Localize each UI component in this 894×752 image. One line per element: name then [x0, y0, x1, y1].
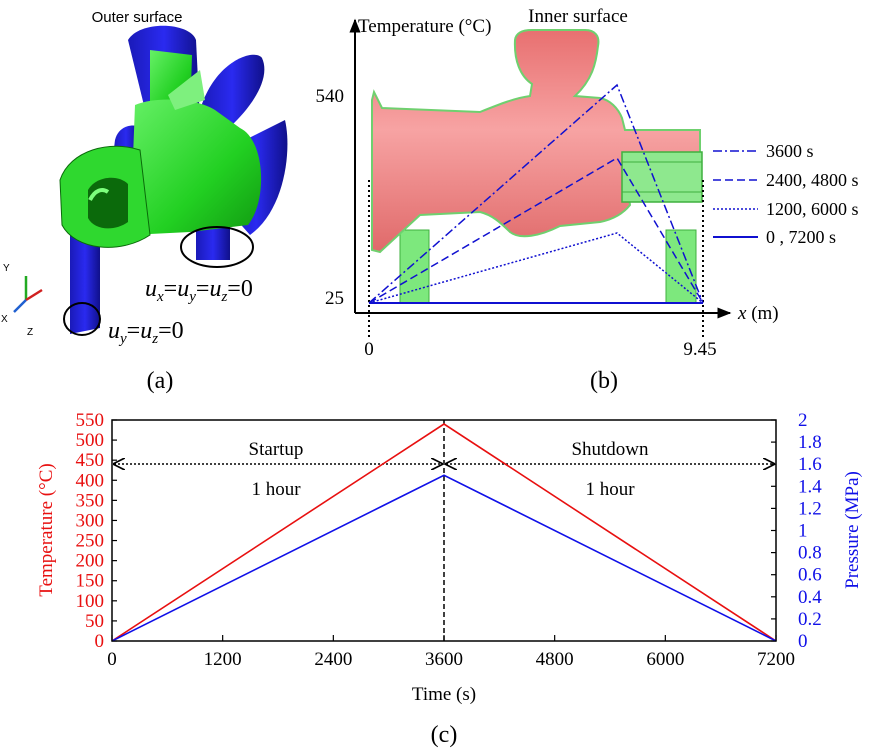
panel-a-title: Outer surface: [92, 9, 183, 26]
y-left-tick-label: 300: [76, 510, 105, 531]
panel-b-xtick-945: 9.45: [683, 339, 716, 360]
legend-1200-6000s: 1200, 6000 s: [766, 199, 859, 219]
x-tick-label: 1200: [204, 649, 242, 670]
pink-body: [371, 29, 701, 254]
y-right-tick-label: 0.4: [798, 587, 822, 608]
panel-b-title: Inner surface: [528, 6, 628, 27]
shutdown-duration: 1 hour: [585, 479, 635, 500]
panel-b-legend: 3600 s 2400, 4800 s 1200, 6000 s 0 , 720…: [713, 141, 859, 247]
support-circle-right: [180, 226, 254, 268]
y-left-tick-label: 100: [76, 591, 105, 612]
panel-b: Temperature (°C) Inner surface 540 25 0 …: [316, 6, 859, 394]
y-left-tick-label: 550: [76, 410, 105, 431]
triad-x-label: X: [1, 314, 8, 325]
y-left-tick-label: 0: [95, 631, 105, 652]
y-left-tick-label: 250: [76, 531, 105, 552]
chart-xlabel: Time (s): [412, 684, 476, 705]
y-right-tick-label: 2: [798, 410, 808, 431]
boundary-condition-2: uy=uz=0: [108, 318, 184, 347]
temperature-series-line: [111, 423, 777, 642]
y-left-tick-label: 400: [76, 470, 105, 491]
panel-a: Outer surface ux=uy=uz=0 uy=uz=0: [1, 9, 288, 394]
panel-b-label: (b): [590, 368, 618, 394]
panel-b-ylabel: Temperature (°C): [358, 16, 491, 37]
pink-component: [371, 29, 703, 304]
y-left-tick-label: 450: [76, 450, 105, 471]
x-tick-label: 3600: [425, 649, 463, 670]
legend-2400-4800s: 2400, 4800 s: [766, 170, 859, 190]
chart-ylabel-left: Temperature (°C): [36, 463, 57, 596]
profile-1200-6000s: [368, 232, 704, 304]
y-left-tick-label: 150: [76, 571, 105, 592]
panel-c-label: (c): [431, 722, 458, 748]
y-right-tick-label: 0.6: [798, 565, 822, 586]
triad-y-label: Y: [3, 263, 10, 274]
y-left-tick-label: 350: [76, 490, 105, 511]
green-support-left: [399, 229, 430, 304]
panel-b-ytick-540: 540: [316, 86, 345, 107]
chart-ylabel-right: Pressure (MPa): [842, 471, 863, 589]
green-inner-ring: [88, 188, 110, 201]
y-left-tick-label: 200: [76, 551, 105, 572]
panel-c-chart: Startup Shutdown 1 hour 1 hour 0 1200 2400…: [36, 410, 863, 748]
blue-fin: [200, 54, 265, 125]
y-right-tick-label: 1.2: [798, 498, 822, 519]
legend-0-7200s: 0 , 7200 s: [766, 227, 836, 247]
panel-b-ytick-25: 25: [325, 288, 344, 309]
x-tick-label: 7200: [757, 649, 795, 670]
y-right-tick-label: 1: [798, 521, 808, 542]
panel-b-xtick-0: 0: [364, 339, 374, 360]
pressure-series-line: [111, 474, 777, 642]
model-3d-outer: [59, 25, 288, 334]
y-right-tick-label: 0: [798, 631, 808, 652]
support-circle-left: [63, 302, 101, 336]
axis-triad: Y X Z: [1, 263, 43, 338]
y-right-tick-label: 1.6: [798, 454, 822, 475]
y-right-tick-label: 1.4: [798, 476, 822, 497]
x-tick-label: 0: [107, 649, 117, 670]
triad-z-label: Z: [27, 327, 33, 338]
green-body: [130, 99, 262, 235]
legend-3600s: 3600 s: [766, 141, 814, 161]
x-tick-label: 4800: [536, 649, 574, 670]
startup-label: Startup: [249, 439, 304, 460]
shutdown-label: Shutdown: [571, 439, 649, 460]
y-right-tick-label: 0.8: [798, 543, 822, 564]
panel-b-xlabel: x (m): [737, 303, 779, 324]
startup-duration: 1 hour: [251, 479, 301, 500]
green-inner-bore: [88, 177, 128, 229]
green-neck-highlight: [168, 70, 205, 110]
y-right-tick-label: 1.8: [798, 432, 822, 453]
y-right-tick-label: 0.2: [798, 609, 822, 630]
boundary-condition-1: ux=uy=uz=0: [145, 276, 253, 305]
y-left-tick-label: 50: [85, 611, 104, 632]
temperature-profiles: [368, 83, 704, 304]
profile-3600s: [368, 83, 704, 304]
x-tick-label: 6000: [646, 649, 684, 670]
green-inlet-pipe: [621, 151, 703, 203]
x-tick-label: 2400: [314, 649, 352, 670]
y-left-tick-label: 500: [76, 430, 105, 451]
profile-2400-4800s: [368, 156, 704, 304]
panel-a-label: (a): [147, 368, 174, 394]
